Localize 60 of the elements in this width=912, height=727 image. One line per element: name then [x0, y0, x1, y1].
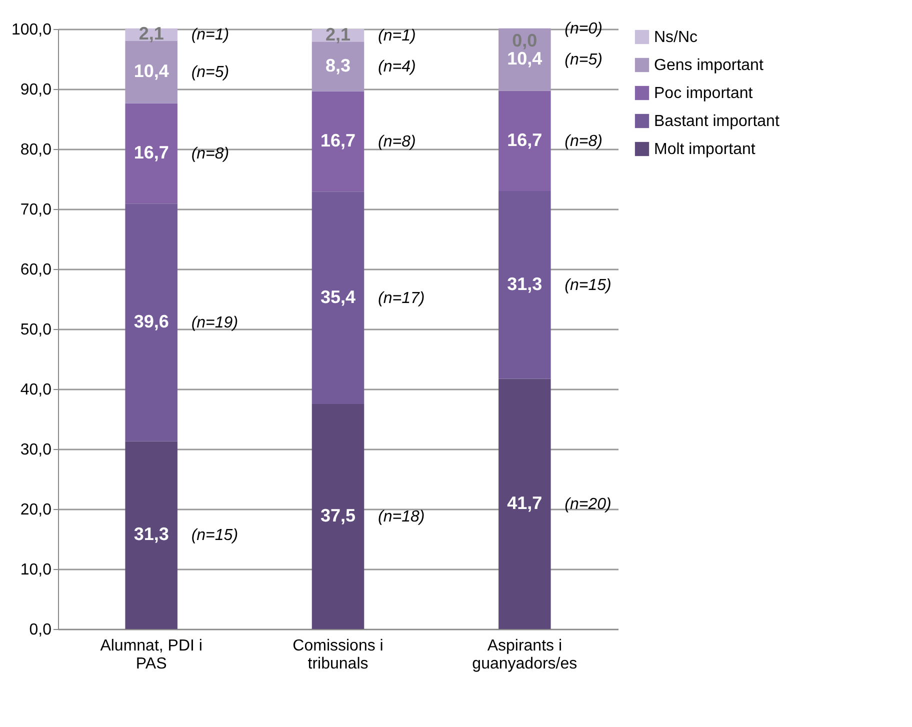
data-label: 2,1 — [325, 24, 351, 44]
annotation: (n=20) — [564, 496, 612, 513]
data-label: 16,7 — [507, 130, 542, 150]
legend-label: Poc important — [654, 85, 754, 102]
data-label: 31,3 — [507, 274, 542, 294]
annotation: (n=8) — [564, 132, 602, 150]
y-tick-label: 90,0 — [20, 82, 52, 98]
bar — [312, 91, 364, 192]
y-tick-label: 10,0 — [20, 562, 52, 578]
annotation: (n=8) — [378, 134, 416, 150]
legend-label: Molt important — [654, 141, 756, 158]
y-tick-label: 40,0 — [20, 382, 52, 398]
annotation: (n=5) — [191, 64, 230, 82]
bar — [312, 192, 364, 404]
legend-label: Ns/Nc — [654, 29, 698, 46]
x-tick-label: Aspirants i guanyadors/es — [472, 638, 578, 672]
data-label: 16,7 — [134, 142, 169, 162]
data-label: 35,4 — [320, 286, 356, 307]
annotation: (n=0) — [564, 20, 602, 38]
y-tick-label: 20,0 — [20, 502, 52, 518]
legend-label: Gens important — [654, 57, 764, 74]
annotation: (n=1) — [378, 27, 416, 44]
bar — [498, 378, 551, 629]
data-label: 16,7 — [320, 130, 356, 150]
annotation: (n=15) — [191, 527, 238, 544]
bar — [125, 441, 178, 629]
data-label: 41,7 — [507, 492, 542, 513]
y-tick-label: 50,0 — [20, 322, 52, 338]
y-tick-label: 80,0 — [20, 142, 52, 158]
bar — [125, 103, 178, 204]
data-label: 39,6 — [134, 311, 169, 332]
annotation: (n=5) — [564, 52, 602, 69]
data-label: 0,0 — [512, 30, 538, 50]
annotation: (n=17) — [378, 290, 425, 307]
annotation: (n=8) — [191, 146, 230, 162]
y-tick-label: 60,0 — [20, 262, 52, 278]
annotation: (n=1) — [191, 26, 230, 44]
y-tick-label: 30,0 — [20, 442, 52, 458]
data-label: 8,3 — [325, 56, 351, 76]
bar — [125, 41, 178, 104]
legend-label: Bastant important — [654, 113, 780, 130]
x-tick-label: Comissions i tribunals — [292, 638, 384, 672]
bar — [498, 191, 551, 379]
data-label: 31,3 — [134, 524, 169, 544]
data-label: 37,5 — [320, 506, 356, 526]
y-tick-label: 0,0 — [29, 622, 52, 638]
data-label: 10,4 — [507, 48, 542, 69]
annotation: (n=19) — [191, 314, 238, 332]
data-label: 10,4 — [134, 61, 169, 82]
y-tick-label: 100,0 — [11, 22, 52, 38]
bar — [125, 204, 178, 442]
x-tick-label: Alumnat, PDI i PAS — [100, 638, 202, 672]
bar — [312, 42, 364, 92]
y-tick-label: 70,0 — [20, 202, 52, 218]
data-label: 2,1 — [138, 24, 164, 44]
bar — [312, 404, 364, 629]
bar — [498, 90, 551, 191]
annotation: (n=15) — [564, 276, 612, 294]
annotation: (n=4) — [378, 58, 416, 76]
annotation: (n=18) — [378, 508, 425, 526]
